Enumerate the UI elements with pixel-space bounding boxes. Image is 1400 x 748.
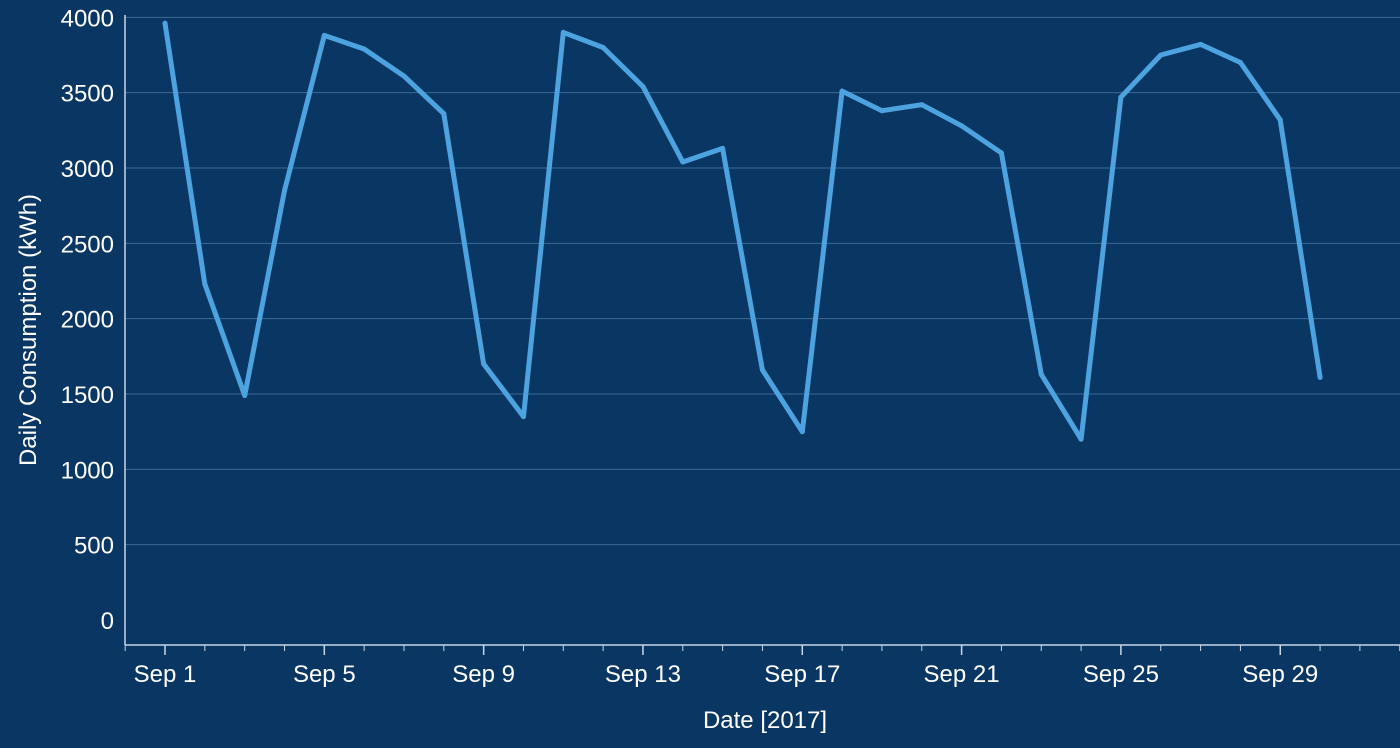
y-tick-label: 3500: [61, 81, 114, 108]
x-axis-title: Date [2017]: [703, 707, 827, 734]
data-point: [481, 361, 486, 366]
y-tick-label: 500: [74, 533, 114, 560]
y-tick-label: 2500: [61, 231, 114, 258]
data-point: [1198, 42, 1203, 47]
y-tick-label: 3000: [61, 156, 114, 183]
y-tick-label: 0: [101, 608, 114, 635]
y-tick-label: 2000: [61, 307, 114, 334]
data-point: [959, 123, 964, 128]
grid-lines: [125, 17, 1400, 544]
series-layer: [163, 21, 1323, 442]
data-point: [999, 150, 1004, 155]
y-tick-label: 4000: [61, 5, 114, 32]
x-tick-label: Sep 9: [452, 661, 515, 688]
x-tick-label: Sep 5: [293, 661, 356, 688]
x-tick-label: Sep 29: [1242, 661, 1318, 688]
data-point: [720, 146, 725, 151]
x-tick-label: Sep 1: [134, 661, 197, 688]
data-point: [282, 188, 287, 193]
x-tick-label: Sep 21: [924, 661, 1000, 688]
data-point: [521, 414, 526, 419]
data-point: [561, 30, 566, 35]
data-point: [402, 74, 407, 79]
data-point: [680, 160, 685, 165]
data-point: [322, 33, 327, 38]
y-tick-labels: 0 500 1000 1500 2000 2500 3000 3500 4000: [61, 5, 114, 635]
x-tick-label: Sep 25: [1083, 661, 1159, 688]
data-point: [1118, 95, 1123, 100]
data-point: [800, 429, 805, 434]
series-line: [165, 23, 1320, 439]
data-point: [879, 108, 884, 113]
y-axis-title: Daily Consumption (kWh): [15, 194, 42, 466]
x-tick-labels: Sep 1 Sep 5 Sep 9 Sep 13 Sep 17 Sep 21 Sep 25 S…: [134, 661, 1319, 688]
data-point: [163, 21, 168, 26]
data-point: [1278, 117, 1283, 122]
data-point: [202, 282, 207, 287]
data-point: [641, 84, 646, 89]
data-point: [242, 393, 247, 398]
x-tick-label: Sep 17: [764, 661, 840, 688]
data-point: [1158, 53, 1163, 58]
data-point: [760, 367, 765, 372]
data-point: [1318, 375, 1323, 380]
data-point: [919, 102, 924, 107]
data-point: [1238, 60, 1243, 65]
axes: [125, 15, 1400, 655]
data-point: [441, 111, 446, 116]
data-point: [362, 47, 367, 52]
x-tick-label: Sep 13: [605, 661, 681, 688]
data-point: [840, 89, 845, 94]
y-tick-label: 1500: [61, 382, 114, 409]
data-point: [601, 45, 606, 50]
data-point: [1079, 437, 1084, 442]
data-point: [1039, 372, 1044, 377]
y-tick-label: 1000: [61, 457, 114, 484]
